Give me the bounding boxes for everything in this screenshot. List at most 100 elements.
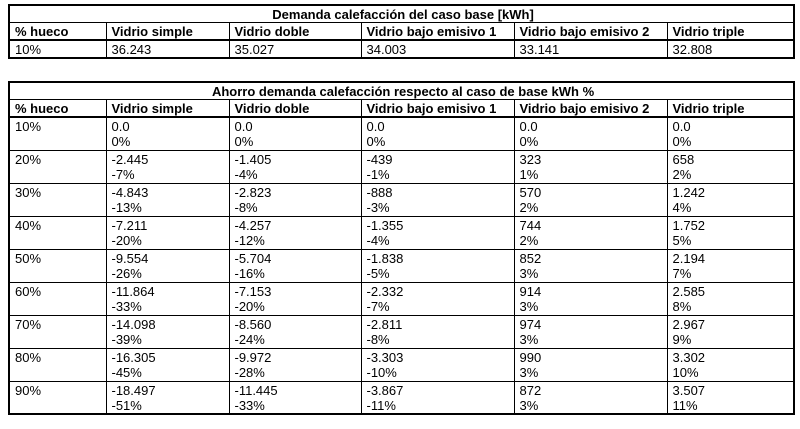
value-line: -16% (234, 265, 265, 281)
value-line: 323 (519, 151, 542, 167)
header-cell: Vidrio simple (105, 99, 230, 118)
table-row: 60% -11.864 -33% -7.153 -20% -2.332 -7% 914 3% 2.… (8, 281, 795, 316)
value-cell: 658 2% (666, 149, 795, 184)
value-cell: 35.027 (228, 39, 362, 59)
value-line: 1.752 (672, 217, 706, 233)
row-label-cell: 20% (8, 149, 107, 184)
header-row: % hueco Vidrio simple Vidrio doble Vidrio b… (8, 22, 795, 41)
value-line: -3.303 (366, 349, 404, 365)
row-label-cell: 40% (8, 215, 107, 250)
value-line: 2.194 (672, 250, 706, 266)
value-line: -18.497 (111, 382, 156, 398)
row-label-cell: 80% (8, 347, 107, 382)
table-title-row: Ahorro demanda calefacción respecto al c… (8, 81, 795, 100)
value-line: 3% (519, 364, 539, 380)
value-line: -4% (366, 232, 390, 248)
value-line: -33% (234, 397, 265, 413)
header-cell: Vidrio doble (228, 22, 362, 41)
savings-table-title: Ahorro demanda calefacción respecto al c… (8, 81, 795, 100)
header-row: % hueco Vidrio simple Vidrio doble Vidrio b… (8, 99, 795, 118)
value-line: -24% (234, 331, 265, 347)
row-label-cell: 70% (8, 314, 107, 349)
value-line: 658 (672, 151, 695, 167)
value-cell: -1.838 -5% (360, 248, 515, 283)
value-cell: 872 3% (513, 380, 668, 415)
table-row: 80% -16.305 -45% -9.972 -28% -3.303 -10% 990 3% 3… (8, 347, 795, 382)
table-row: 90% -18.497 -51% -11.445 -33% -3.867 -11% 872 3%… (8, 380, 795, 415)
value-line: -8% (234, 199, 258, 215)
value-line: 5% (672, 232, 692, 248)
table-row: 10% 0.0 0% 0.0 0% 0.0 0% 0.0 0% 0.0 0% (8, 116, 795, 151)
table-row: 30% -4.843 -13% -2.823 -8% -888 -3% 570 2% 1.242 4… (8, 182, 795, 217)
row-label-cell: 10% (8, 39, 107, 59)
value-line: -4.257 (234, 217, 272, 233)
header-cell: Vidrio bajo emisivo 1 (360, 22, 515, 41)
value-line: 0% (519, 134, 539, 149)
value-cell: -4.257 -12% (228, 215, 362, 250)
header-cell: Vidrio triple (666, 22, 795, 41)
value-cell: -18.497 -51% (105, 380, 230, 415)
value-line: -7% (111, 166, 135, 182)
header-cell: Vidrio triple (666, 99, 795, 118)
value-line: 0% (111, 134, 131, 149)
value-line: -1.405 (234, 151, 272, 167)
savings-table: Ahorro demanda calefacción respecto al c… (8, 81, 796, 415)
table-row: 70% -14.098 -39% -8.560 -24% -2.811 -8% 974 3% 2.… (8, 314, 795, 349)
value-line: 10% (672, 364, 699, 380)
value-line: -3% (366, 199, 390, 215)
header-cell: Vidrio doble (228, 99, 362, 118)
value-line: -11.445 (234, 382, 278, 398)
value-cell: 33.141 (513, 39, 668, 59)
value-line: 914 (519, 283, 542, 299)
value-line: 2% (519, 199, 539, 215)
value-line: 974 (519, 316, 542, 332)
value-line: -8.560 (234, 316, 272, 332)
value-line: -2.811 (366, 316, 403, 332)
value-line: 2% (519, 232, 539, 248)
base-demand-table: Demanda calefacción del caso base [kWh] … (8, 4, 796, 59)
value-line: -2.823 (234, 184, 272, 200)
value-cell: -14.098 -39% (105, 314, 230, 349)
value-line: -26% (111, 265, 142, 281)
value-line: 570 (519, 184, 542, 200)
header-cell: % hueco (8, 22, 107, 41)
value-line: 3% (519, 397, 539, 413)
header-cell: Vidrio simple (105, 22, 230, 41)
value-cell: -2.332 -7% (360, 281, 515, 316)
value-cell: 1.752 5% (666, 215, 795, 250)
value-line: -7.153 (234, 283, 272, 299)
value-cell: -3.867 -11% (360, 380, 515, 415)
value-line: 0.0 (672, 119, 691, 134)
header-cell: % hueco (8, 99, 107, 118)
value-line: 990 (519, 349, 542, 365)
value-cell: 0.0 0% (228, 116, 362, 151)
value-cell: -9.554 -26% (105, 248, 230, 283)
value-cell: -2.823 -8% (228, 182, 362, 217)
value-line: 8% (672, 298, 692, 314)
value-cell: 34.003 (360, 39, 515, 59)
value-line: 3.507 (672, 382, 706, 398)
value-line: -14.098 (111, 316, 156, 332)
value-line: 2.967 (672, 316, 706, 332)
table-row: 50% -9.554 -26% -5.704 -16% -1.838 -5% 852 3% 2.1… (8, 248, 795, 283)
value-line: -20% (111, 232, 142, 248)
value-cell: 2.194 7% (666, 248, 795, 283)
table-row: 10% 36.243 35.027 34.003 33.141 32.808 (8, 39, 795, 59)
value-cell: -16.305 -45% (105, 347, 230, 382)
value-cell: -7.153 -20% (228, 281, 362, 316)
value-line: 872 (519, 382, 542, 398)
value-line: -11.864 (111, 283, 155, 299)
value-line: 0% (672, 134, 692, 149)
value-line: -1.838 (366, 250, 404, 266)
value-line: -9.554 (111, 250, 149, 266)
value-cell: 0.0 0% (105, 116, 230, 151)
value-cell: -439 -1% (360, 149, 515, 184)
value-cell: -3.303 -10% (360, 347, 515, 382)
value-line: 0.0 (366, 119, 385, 134)
value-cell: 36.243 (105, 39, 230, 59)
value-line: -7.211 (111, 217, 148, 233)
value-line: 1.242 (672, 184, 706, 200)
value-line: -4.843 (111, 184, 149, 200)
value-line: -9.972 (234, 349, 272, 365)
value-line: -3.867 (366, 382, 404, 398)
